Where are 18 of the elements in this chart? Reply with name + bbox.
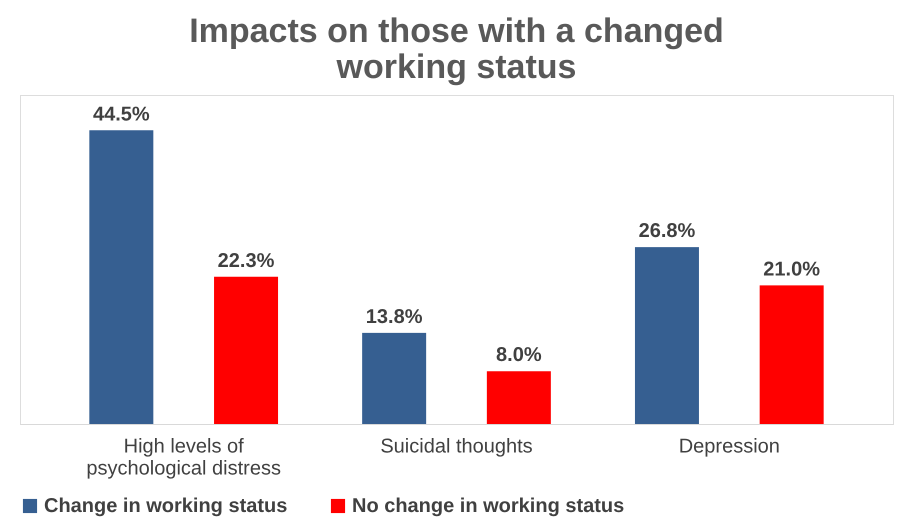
- data-label: 26.8%: [638, 220, 696, 242]
- legend-label: Change in working status: [44, 495, 288, 517]
- bar: [486, 371, 551, 424]
- x-tick-label: Depression: [678, 436, 780, 458]
- bar: [214, 276, 278, 424]
- data-label: 13.8%: [366, 306, 423, 328]
- data-label: 44.5%: [92, 103, 150, 126]
- bar: [89, 130, 154, 424]
- data-label: 21.0%: [763, 258, 820, 280]
- data-label: 8.0%: [496, 344, 542, 366]
- legend-label: No change in working status: [352, 495, 624, 517]
- x-tick-label: Suicidal thoughts: [380, 436, 533, 458]
- bar: [760, 285, 824, 424]
- data-label: 22.3%: [218, 250, 275, 272]
- chart-title: Impacts on those with a changed working status: [189, 12, 724, 86]
- bar: [362, 332, 426, 424]
- bar: [634, 247, 699, 424]
- x-tick-label: High levels of psychological distress: [86, 436, 281, 480]
